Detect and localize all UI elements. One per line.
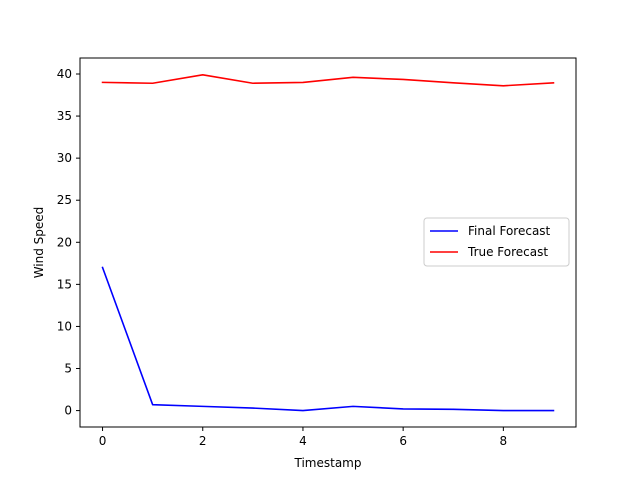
x-axis-label: Timestamp [294,456,362,470]
y-tick-label: 20 [57,235,72,249]
series-line-1 [101,266,555,412]
x-tick-label: 4 [299,434,307,448]
x-tick-label: 6 [399,434,407,448]
y-tick-label: 30 [57,151,72,165]
y-tick-label: 35 [57,109,72,123]
legend-label-1: Final Forecast [468,224,551,238]
series-line-2 [101,74,555,87]
x-tick-label: 0 [99,434,107,448]
y-tick-label: 5 [64,362,72,376]
y-tick-label: 15 [57,277,72,291]
y-axis-label: Wind Speed [32,207,46,279]
legend-label-2: True Forecast [467,245,548,259]
y-tick-label: 40 [57,67,72,81]
x-axis: 0 2 4 6 8 [99,427,507,448]
y-tick-label: 25 [57,193,72,207]
legend: Final Forecast True Forecast [423,217,570,267]
plot-lines [101,74,555,412]
y-axis: 0 5 10 15 20 25 30 35 40 [57,67,80,418]
y-tick-label: 0 [64,404,72,418]
y-tick-label: 10 [57,319,72,333]
x-tick-label: 8 [500,434,508,448]
legend-box [423,217,570,267]
x-tick-label: 2 [199,434,207,448]
